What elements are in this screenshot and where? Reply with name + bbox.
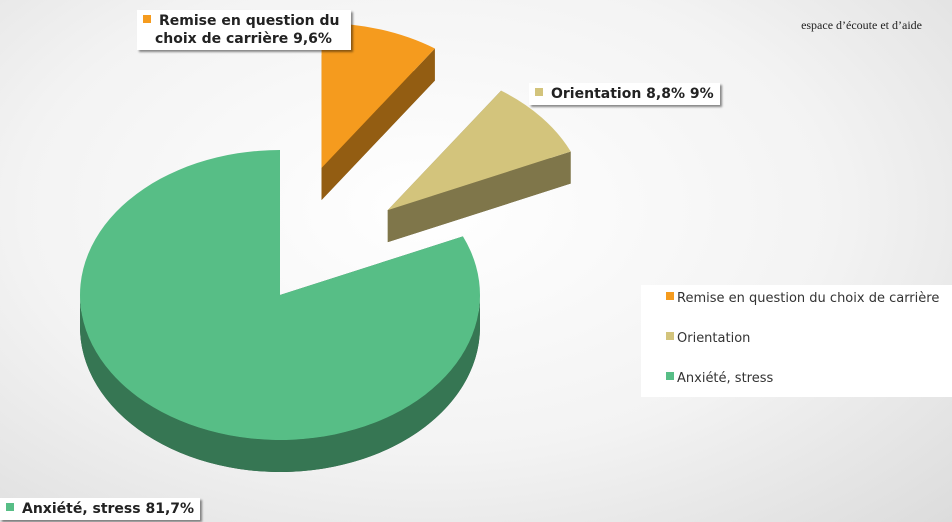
label-category: Anxiété, stress	[22, 501, 141, 517]
label-value: 81,7%	[145, 501, 195, 517]
legend: Remise en question du choix de carrière O…	[641, 285, 952, 397]
slice	[387, 90, 571, 243]
legend-item: Remise en question du choix de carrière	[666, 291, 939, 306]
tagline: espace d’écoute et d’aide	[801, 18, 922, 32]
legend-swatch	[666, 332, 674, 340]
label-swatch	[143, 15, 151, 23]
slice	[79, 150, 480, 472]
legend-swatch	[666, 372, 674, 380]
slice-top	[79, 150, 480, 440]
legend-item: Orientation	[666, 331, 750, 346]
legend-label: Anxiété, stress	[677, 371, 774, 386]
slice	[321, 22, 435, 200]
slice-wall	[80, 295, 480, 472]
label-value: 8,8% 9%	[646, 86, 714, 102]
label-swatch	[6, 503, 14, 511]
legend-label: Orientation	[677, 331, 751, 346]
label-category: Orientation	[551, 86, 642, 102]
data-label: Orientation 8,8% 9%	[529, 83, 720, 105]
slice-top	[387, 90, 571, 211]
label-value: 9,6%	[293, 31, 332, 47]
legend-swatch	[666, 292, 674, 300]
label-swatch	[535, 88, 543, 96]
legend-item: Anxiété, stress	[666, 371, 773, 386]
label-category: Remise en question du choix de carrière	[155, 13, 340, 47]
legend-label: Remise en question du choix de carrière	[677, 291, 940, 306]
slice-side	[321, 48, 435, 200]
data-label: Remise en question du choix de carrière …	[137, 10, 351, 50]
data-label: Anxiété, stress 81,7%	[0, 498, 201, 520]
slice-top	[321, 22, 435, 168]
slice-side	[387, 151, 571, 243]
